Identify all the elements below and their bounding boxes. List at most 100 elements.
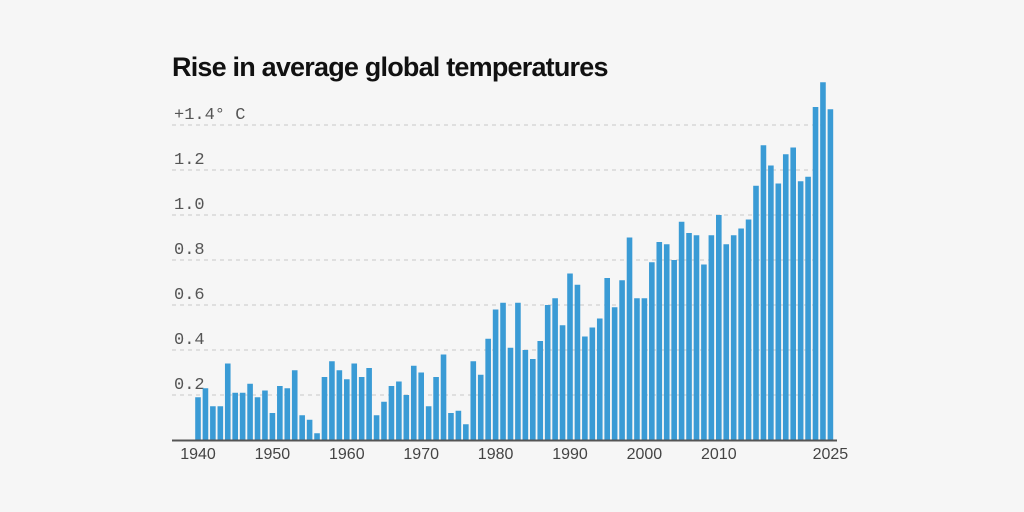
- bar-1942: [210, 406, 216, 440]
- bar-1949: [262, 390, 268, 440]
- bar-2000: [641, 298, 648, 440]
- bar-1959: [336, 370, 343, 440]
- bar-1998: [626, 237, 633, 440]
- bar-1995: [604, 278, 610, 440]
- x-tick-label: 1950: [255, 446, 291, 463]
- bar-1962: [358, 377, 365, 440]
- bar-1972: [433, 377, 439, 440]
- bar-1983: [515, 302, 521, 440]
- bar-1967: [396, 381, 402, 440]
- x-tick-label: 1990: [552, 446, 588, 463]
- bar-2025: [827, 109, 834, 440]
- bar-2005: [678, 221, 685, 440]
- bar-2014: [745, 219, 752, 440]
- bar-1980: [492, 309, 499, 440]
- bar-1978: [477, 374, 484, 440]
- bar-1961: [351, 363, 358, 440]
- bar-1977: [470, 361, 477, 440]
- bar-2022: [805, 176, 811, 440]
- y-tick-label: 1.2: [174, 151, 205, 170]
- bar-1971: [425, 406, 432, 440]
- bar-1994: [596, 318, 603, 440]
- x-tick-label: 1960: [329, 446, 365, 463]
- bar-1946: [239, 392, 246, 440]
- bar-1988: [552, 298, 558, 440]
- bar-2024: [820, 82, 826, 440]
- bar-1965: [381, 401, 387, 440]
- x-tick-label: 1970: [403, 446, 439, 463]
- bar-1997: [619, 280, 625, 440]
- bar-1986: [537, 341, 544, 440]
- bar-1999: [634, 298, 640, 440]
- bar-1993: [589, 327, 596, 440]
- bar-1981: [500, 302, 506, 440]
- bar-1944: [224, 363, 231, 440]
- bar-2013: [738, 228, 744, 440]
- bar-1989: [559, 325, 566, 440]
- bar-1992: [582, 336, 588, 440]
- x-tick-label: 2010: [701, 446, 737, 463]
- x-tick-label: 1980: [478, 446, 514, 463]
- x-tick-label: 2000: [627, 446, 663, 463]
- bar-2015: [753, 185, 759, 440]
- bar-2006: [686, 233, 692, 440]
- bar-1982: [507, 347, 514, 440]
- bar-1975: [455, 410, 462, 440]
- bar-2003: [663, 244, 670, 440]
- bar-1940: [195, 397, 201, 440]
- bar-1952: [284, 388, 291, 440]
- bar-1964: [373, 415, 380, 440]
- bar-1943: [217, 406, 224, 440]
- bar-1951: [277, 386, 283, 440]
- y-tick-label: 0.8: [174, 241, 205, 260]
- bar-1966: [388, 386, 395, 440]
- bar-1950: [269, 413, 276, 440]
- bar-1968: [403, 395, 410, 440]
- y-tick-label: 0.2: [174, 376, 205, 395]
- chart-title: Rise in average global temperatures: [172, 52, 608, 82]
- x-tick-label: 1940: [180, 446, 216, 463]
- bar-2016: [760, 145, 767, 440]
- y-tick-label: 0.6: [174, 286, 205, 305]
- bar-1953: [291, 370, 298, 440]
- y-tick-label: +1.4° C: [174, 106, 245, 125]
- bar-2007: [693, 235, 700, 440]
- y-tick-label: 0.4: [174, 331, 205, 350]
- bar-2018: [775, 183, 782, 440]
- bar-1958: [329, 361, 335, 440]
- bar-1974: [448, 413, 454, 440]
- bar-2019: [782, 154, 789, 440]
- bar-2012: [730, 235, 737, 440]
- bar-1976: [463, 424, 469, 440]
- bar-1979: [485, 338, 491, 440]
- bar-1941: [202, 388, 209, 440]
- bar-1985: [530, 359, 536, 440]
- bar-2020: [790, 147, 796, 440]
- bar-2023: [812, 107, 819, 440]
- bar-1991: [574, 284, 581, 440]
- bar-2001: [649, 262, 655, 440]
- x-tick-label: 2025: [813, 446, 849, 463]
- bar-1963: [366, 368, 372, 440]
- bar-1954: [299, 415, 305, 440]
- bar-1973: [440, 354, 447, 440]
- bar-1990: [567, 273, 573, 440]
- bar-1960: [344, 379, 350, 440]
- bar-2011: [723, 244, 730, 440]
- bar-2008: [701, 264, 707, 440]
- bar-1987: [544, 305, 551, 440]
- bar-1956: [314, 433, 320, 440]
- bar-1970: [418, 372, 424, 440]
- bar-1957: [321, 377, 328, 440]
- bar-2009: [708, 235, 715, 440]
- bar-2002: [656, 242, 663, 440]
- bar-2017: [768, 165, 774, 440]
- y-tick-label: 1.0: [174, 196, 205, 215]
- bar-1945: [232, 392, 238, 440]
- bar-1955: [306, 419, 313, 440]
- bar-1996: [611, 307, 618, 440]
- bar-1984: [522, 350, 529, 440]
- bar-2010: [716, 215, 722, 440]
- bar-1969: [410, 365, 417, 440]
